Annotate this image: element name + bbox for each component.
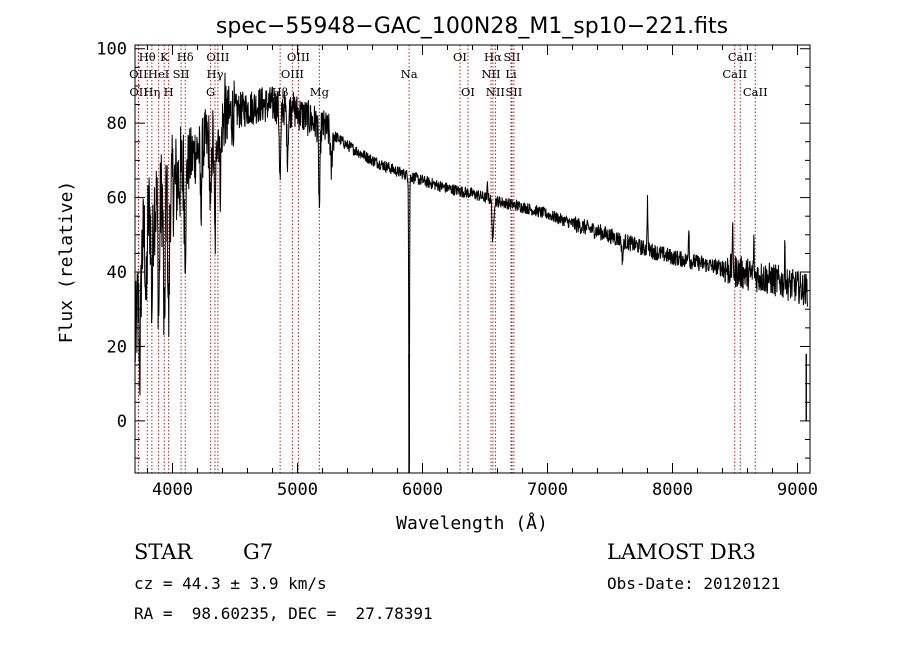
y-tick-label: 80 xyxy=(107,114,127,134)
line-marker-label: OIII xyxy=(287,50,310,64)
line-marker-label: Hθ xyxy=(139,50,156,64)
x-tick-label: 9000 xyxy=(777,480,818,500)
line-marker-label: G xyxy=(206,85,215,99)
x-tick-label: 8000 xyxy=(652,480,693,500)
line-marker-label: SII xyxy=(173,67,190,81)
x-tick-label: 7000 xyxy=(527,480,568,500)
line-marker-label: Li xyxy=(505,67,517,81)
line-marker-label: CaII xyxy=(743,85,768,99)
line-marker-label: Hη xyxy=(143,85,160,99)
y-tick-label: 0 xyxy=(117,412,127,432)
line-marker-label: Mg xyxy=(310,85,330,99)
redshift-cz: cz = 44.3 ± 3.9 km/s xyxy=(134,574,327,593)
observation-date: Obs-Date: 20120121 xyxy=(607,574,781,593)
line-marker-label: OI xyxy=(453,50,467,64)
chart-title: spec−55948−GAC_100N28_M1_sp10−221.fits xyxy=(216,14,728,39)
line-marker-label: OIII xyxy=(206,50,229,64)
line-marker-label: SII xyxy=(504,50,521,64)
line-marker-label: H xyxy=(164,85,174,99)
object-class: STAR xyxy=(134,540,193,564)
y-axis-label: Flux (relative) xyxy=(56,181,77,344)
plot-frame xyxy=(134,44,811,474)
x-axis-label: Wavelength (Å) xyxy=(396,512,548,534)
spectrum-group xyxy=(134,72,808,473)
line-marker-label: K xyxy=(160,50,169,64)
line-marker-label: NII xyxy=(486,85,505,99)
line-marker-label: OI xyxy=(461,85,475,99)
line-marker-label: Hγ xyxy=(207,67,224,81)
x-tick-label: 5000 xyxy=(277,480,318,500)
line-marker-label: Hα xyxy=(484,50,502,64)
y-tick-label: 20 xyxy=(107,337,127,357)
spectrum-line xyxy=(134,72,808,462)
axes: 4000 5000 6000 7000 8000 9000 0 20 40 60 80 100 xyxy=(96,40,818,500)
y-tick-label: 40 xyxy=(107,263,127,283)
line-marker-label: Na xyxy=(401,67,418,81)
line-marker-label: OIII xyxy=(281,67,304,81)
y-tick-label: 100 xyxy=(96,40,127,60)
line-marker-label: Hδ xyxy=(177,50,194,64)
subclass: G7 xyxy=(243,540,274,564)
line-marker-label: OII xyxy=(129,85,148,99)
line-marker-label: HeI xyxy=(148,67,169,81)
line-marker-label: NII xyxy=(481,67,500,81)
coordinates: RA = 98.60235, DEC = 27.78391 xyxy=(134,604,433,623)
x-tick-label: 6000 xyxy=(402,480,443,500)
x-tick-label: 4000 xyxy=(152,480,193,500)
survey-name: LAMOST DR3 xyxy=(607,540,756,564)
line-marker-label: SII xyxy=(505,85,522,99)
y-tick-label: 60 xyxy=(107,189,127,209)
line-marker-label: CaII xyxy=(728,50,753,64)
line-marker-label: CaII xyxy=(722,67,747,81)
